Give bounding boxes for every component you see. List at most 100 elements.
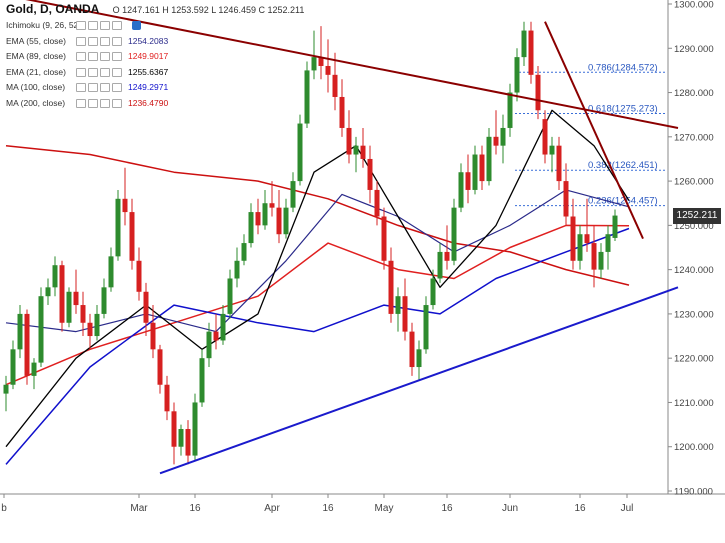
candle-body[interactable] <box>52 265 58 288</box>
candle-body[interactable] <box>269 203 275 208</box>
eye-icon[interactable] <box>76 98 86 108</box>
candle-body[interactable] <box>290 181 296 208</box>
close-icon[interactable] <box>100 98 110 108</box>
trend-line[interactable] <box>6 0 679 129</box>
candle-body[interactable] <box>38 296 44 363</box>
candle-body[interactable] <box>514 57 520 93</box>
close-icon[interactable] <box>100 52 110 62</box>
candle-body[interactable] <box>409 331 415 368</box>
price-axis[interactable]: 1190.000 1200.000 1210.000 1220.000 1230.000… <box>668 0 714 498</box>
close-icon[interactable] <box>100 36 110 46</box>
candle-body[interactable] <box>227 278 233 314</box>
candle-body[interactable] <box>346 127 352 155</box>
candle-body[interactable] <box>549 145 555 155</box>
candle-body[interactable] <box>584 234 590 244</box>
gear-icon[interactable] <box>132 21 141 31</box>
candle-body[interactable] <box>479 154 485 182</box>
candle-body[interactable] <box>136 260 142 292</box>
candle-body[interactable] <box>262 203 268 226</box>
more-icon[interactable] <box>112 36 122 46</box>
candle-body[interactable] <box>367 158 373 190</box>
more-icon[interactable] <box>112 98 122 108</box>
more-icon[interactable] <box>112 52 122 62</box>
candle-body[interactable] <box>17 313 23 350</box>
candle-body[interactable] <box>395 296 401 314</box>
candle-body[interactable] <box>458 172 464 208</box>
candle-body[interactable] <box>528 30 534 75</box>
candle-body[interactable] <box>388 260 394 314</box>
candle-body[interactable] <box>381 216 387 261</box>
candle-body[interactable] <box>332 74 338 97</box>
candlesticks[interactable] <box>3 21 618 465</box>
indicator-row[interactable]: MA (200, close) 1236.4790 <box>6 96 168 112</box>
candle-body[interactable] <box>563 181 569 217</box>
candle-body[interactable] <box>87 322 93 337</box>
indicator-controls[interactable] <box>76 36 122 46</box>
eye-icon[interactable] <box>76 52 86 62</box>
candle-body[interactable] <box>10 349 16 385</box>
candle-body[interactable] <box>178 429 184 447</box>
candle-body[interactable] <box>31 362 37 376</box>
candle-body[interactable] <box>297 123 303 182</box>
candle-body[interactable] <box>45 287 51 297</box>
candle-body[interactable] <box>122 198 128 213</box>
indicator-controls[interactable] <box>76 52 122 62</box>
candle-body[interactable] <box>374 189 380 217</box>
candle-body[interactable] <box>192 402 198 456</box>
settings-icon[interactable] <box>88 36 98 46</box>
candle-body[interactable] <box>465 172 471 190</box>
candle-body[interactable] <box>423 305 429 350</box>
indicator-row[interactable]: EMA (89, close) 1249.9017 <box>6 49 168 65</box>
candle-body[interactable] <box>521 30 527 58</box>
symbol-title[interactable]: Gold, D, OANDA <box>6 2 100 16</box>
candle-body[interactable] <box>73 291 79 306</box>
candle-body[interactable] <box>360 145 366 159</box>
candle-body[interactable] <box>472 154 478 190</box>
indicator-row[interactable]: Ichimoku (9, 26, 52, 26) <box>6 18 168 34</box>
candle-body[interactable] <box>318 57 324 66</box>
candle-body[interactable] <box>248 212 254 244</box>
time-axis[interactable]: b Mar 16 Apr 16 May 16 Jun 16 Jul <box>1 494 633 514</box>
settings-icon[interactable] <box>88 21 98 31</box>
candle-body[interactable] <box>171 411 177 447</box>
candle-body[interactable] <box>80 305 86 323</box>
candle-body[interactable] <box>241 243 247 261</box>
eye-icon[interactable] <box>76 67 86 77</box>
indicator-controls[interactable] <box>76 98 122 108</box>
candle-body[interactable] <box>598 251 604 270</box>
candle-body[interactable] <box>535 74 541 111</box>
candle-body[interactable] <box>500 127 506 146</box>
indicator-controls[interactable] <box>76 83 122 93</box>
candle-body[interactable] <box>66 291 72 323</box>
candle-body[interactable] <box>59 265 65 323</box>
candle-body[interactable] <box>437 251 443 279</box>
settings-icon[interactable] <box>88 67 98 77</box>
trend-line[interactable] <box>159 286 679 475</box>
eye-icon[interactable] <box>76 36 86 46</box>
settings-icon[interactable] <box>88 83 98 93</box>
candle-body[interactable] <box>486 136 492 182</box>
indicator-row[interactable]: EMA (21, close) 1255.6367 <box>6 65 168 81</box>
candle-body[interactable] <box>94 313 100 337</box>
candle-body[interactable] <box>108 256 114 288</box>
candle-body[interactable] <box>304 70 310 124</box>
candle-body[interactable] <box>570 216 576 261</box>
candle-body[interactable] <box>185 429 191 456</box>
candle-body[interactable] <box>612 215 618 238</box>
candle-body[interactable] <box>150 322 156 350</box>
settings-icon[interactable] <box>88 52 98 62</box>
candle-body[interactable] <box>430 278 436 306</box>
trend-lines[interactable] <box>6 0 679 475</box>
close-icon[interactable] <box>100 21 110 31</box>
candle-body[interactable] <box>591 243 597 270</box>
candle-body[interactable] <box>255 212 261 226</box>
candle-body[interactable] <box>507 92 513 128</box>
candle-body[interactable] <box>220 313 226 341</box>
candle-body[interactable] <box>451 207 457 261</box>
more-icon[interactable] <box>112 67 122 77</box>
indicator-row[interactable]: MA (100, close) 1249.2971 <box>6 80 168 96</box>
candle-body[interactable] <box>206 331 212 359</box>
candle-body[interactable] <box>493 136 499 146</box>
candle-body[interactable] <box>199 358 205 403</box>
